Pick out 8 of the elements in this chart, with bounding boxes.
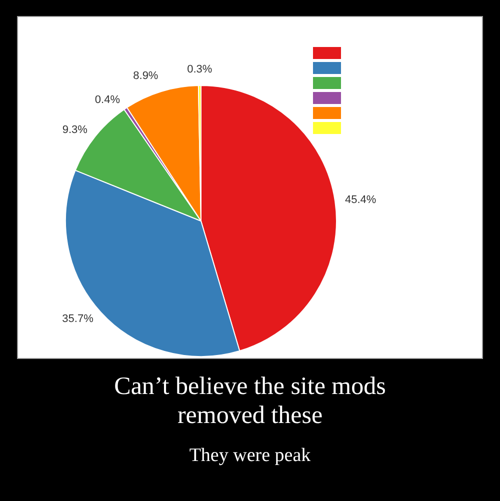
data-label: 35.7% — [62, 312, 94, 325]
data-label: 0.3% — [187, 64, 212, 76]
data-label: 45.4% — [344, 194, 376, 206]
data-label: 8.9% — [133, 70, 158, 82]
data-label: 9.3% — [62, 124, 88, 136]
text: Can’t believe the site mods removed these — [113, 372, 387, 430]
data-label: 0.4% — [94, 94, 120, 106]
text: They were peak — [188, 445, 312, 467]
